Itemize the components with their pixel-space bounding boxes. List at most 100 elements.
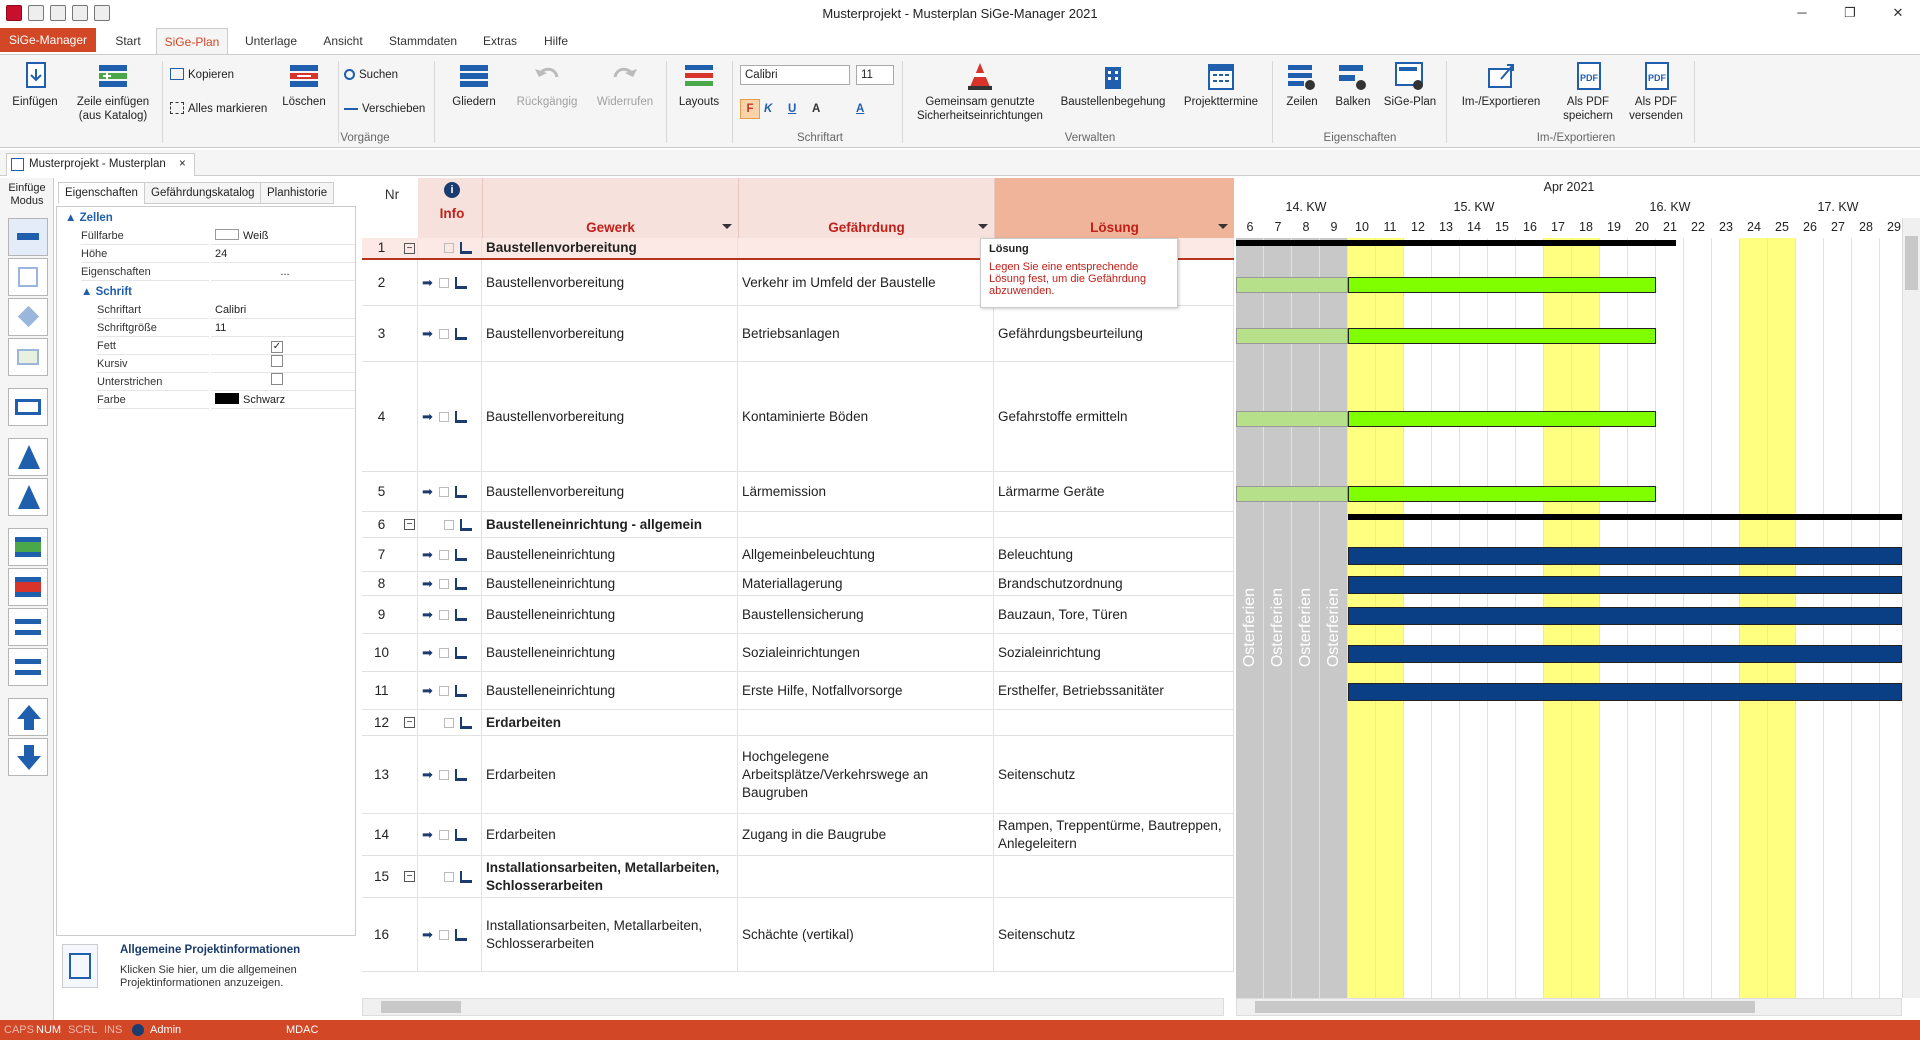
table-row[interactable]: 15− Installationsarbeiten, Metallarbeiten… [362,856,1234,898]
zeile-einfuegen-button[interactable]: Zeile einfügen (aus Katalog) [70,61,156,123]
tab-sige-plan[interactable]: SiGe-Plan [156,28,228,54]
cell-loesung[interactable]: Gefahrstoffe ermitteln [994,362,1234,471]
minimize-icon[interactable]: ─ [1797,5,1807,20]
rueckgaengig-button[interactable]: Rückgängig [514,61,580,109]
font-size-select[interactable]: 11 [856,65,894,85]
cell-loesung[interactable]: Ersthelfer, Betriebssanitäter [994,672,1234,709]
italic-button[interactable]: K [764,103,773,115]
cell-info[interactable]: ➡ [418,596,482,633]
cell-gefaehrdung[interactable] [738,856,994,897]
list-icon[interactable] [28,5,44,21]
gantt-summary-bar[interactable] [1348,514,1902,520]
table-row[interactable]: 10 ➡ Baustelleneinrichtung Sozialeinrichtun… [362,634,1234,672]
cone-down-button[interactable] [8,438,48,476]
bold-button[interactable]: F [740,99,760,119]
row-checkbox[interactable] [444,871,454,882]
cell-loesung[interactable] [994,512,1234,537]
cell-gefaehrdung[interactable]: Erste Hilfe, Notfallvorsorge [738,672,994,709]
gantt-bar-past[interactable] [1236,486,1348,502]
gantt-bar[interactable] [1348,645,1902,663]
prop-kursiv[interactable]: Kursiv [57,355,355,373]
cell-loesung[interactable]: Rampen, Treppentürme, Bautreppen, Anlege… [994,814,1234,855]
sige-plan-settings-button[interactable]: SiGe-Plan [1382,61,1438,109]
als-pdf-speichern-button[interactable]: PDF Als PDF speichern [1558,61,1618,123]
vertical-scrollbar[interactable] [1902,218,1920,998]
row-checkbox[interactable] [438,929,449,940]
row-checkbox[interactable] [438,411,449,422]
restore-icon[interactable]: ❐ [1844,5,1856,20]
cell-info[interactable] [418,856,482,897]
remove-row-button[interactable] [8,568,48,606]
baustellenbegehung-button[interactable]: Baustellenbegehung [1054,61,1172,109]
gantt-bar-past[interactable] [1236,328,1348,344]
cell-loesung[interactable] [994,238,1234,258]
table-row[interactable]: 7 ➡ Baustelleneinrichtung Allgemeinbeleucht… [362,538,1234,572]
cell-loesung[interactable]: Gefährdungsbeurteilung [994,306,1234,361]
cell-gefaehrdung[interactable]: Kontaminierte Böden [738,362,994,471]
cell-gewerk[interactable]: Baustellenvorbereitung [482,362,738,471]
print-icon[interactable] [72,5,88,21]
tab-sige-manager[interactable]: SiGe-Manager [0,28,96,52]
insert-row-mode-button[interactable] [8,218,48,256]
close-tab-icon[interactable]: × [178,158,186,170]
suchen-button[interactable]: Suchen [344,67,398,83]
row-checkbox[interactable] [444,519,454,530]
vertical-scroll-thumb[interactable] [1905,236,1918,290]
insert-header-button[interactable] [8,388,48,426]
tab-planhistorie[interactable]: Planhistorie [260,182,335,204]
insert-image-mode-button[interactable] [8,338,48,376]
collapse-icon[interactable]: − [404,871,415,882]
table-row[interactable]: 16 ➡ Installationsarbeiten, Metallarbeiten… [362,898,1234,972]
cell-gewerk[interactable]: Erdarbeiten [482,710,738,735]
doc-tab-musterplan[interactable]: Musterprojekt - Musterplan × [6,153,195,176]
im-exportieren-button[interactable]: Im-/Exportieren [1454,61,1548,109]
tab-stammdaten[interactable]: Stammdaten [388,34,458,48]
cell-info[interactable]: ➡ [418,260,482,305]
insert-shape-mode-button[interactable] [8,298,48,336]
cell-loesung[interactable]: Brandschutzordnung [994,572,1234,595]
table-row[interactable]: 9 ➡ Baustelleneinrichtung Baustellensicheru… [362,596,1234,634]
cell-gefaehrdung[interactable]: Zugang in die Baugrube [738,814,994,855]
collapse-icon[interactable]: − [404,519,415,530]
table-scroll-thumb[interactable] [381,1001,461,1013]
cell-gewerk[interactable]: Erdarbeiten [482,814,738,855]
gantt-bar-past[interactable] [1236,411,1348,427]
gantt-bar[interactable] [1348,411,1656,427]
header-info[interactable]: i Info [422,178,482,238]
cell-info[interactable] [418,238,482,258]
header-gewerk[interactable]: Gewerk [482,178,738,238]
cell-gefaehrdung[interactable] [738,512,994,537]
table-row[interactable]: 12− Erdarbeiten [362,710,1234,736]
cell-gewerk[interactable]: Baustellenvorbereitung [482,260,738,305]
tab-start[interactable]: Start [115,34,141,48]
prop-schriftgroesse[interactable]: Schriftgröße 11 [57,319,355,337]
cell-info[interactable]: ➡ [418,306,482,361]
underline-button[interactable]: U [788,103,797,115]
cell-info[interactable]: ➡ [418,814,482,855]
widerrufen-button[interactable]: Widerrufen [590,61,660,109]
cell-info[interactable]: ➡ [418,472,482,511]
cell-info[interactable]: ➡ [418,898,482,971]
app-icon[interactable] [6,5,22,21]
header-loesung[interactable]: Lösung [994,178,1234,238]
tab-ansicht[interactable]: Ansicht [323,34,363,48]
table-row[interactable]: 6− Baustelleneinrichtung - allgemein [362,512,1234,538]
cell-info[interactable]: ➡ [418,572,482,595]
font-family-select[interactable]: Calibri [740,65,850,85]
balken-button[interactable]: Balken [1330,61,1376,109]
cell-loesung[interactable] [994,856,1234,897]
cell-gewerk[interactable]: Installationsarbeiten, Metallarbeiten, S… [482,898,738,971]
cell-info[interactable]: ➡ [418,634,482,671]
highlight-button[interactable]: A [812,103,821,115]
cell-gewerk[interactable]: Baustelleneinrichtung [482,672,738,709]
indent-button[interactable] [8,608,48,646]
cell-gewerk[interactable]: Baustelleneinrichtung [482,572,738,595]
cell-loesung[interactable] [994,710,1234,735]
cell-gefaehrdung[interactable]: Sozialeinrichtungen [738,634,994,671]
cone-up-button[interactable] [8,478,48,516]
table-row[interactable]: 11 ➡ Baustelleneinrichtung Erste Hilfe, Not… [362,672,1234,710]
cell-gewerk[interactable]: Baustelleneinrichtung [482,634,738,671]
kursiv-checkbox[interactable] [271,355,283,367]
cell-gewerk[interactable]: Installationsarbeiten, Metallarbeiten, S… [482,856,738,897]
fett-checkbox[interactable]: ✓ [271,341,283,353]
